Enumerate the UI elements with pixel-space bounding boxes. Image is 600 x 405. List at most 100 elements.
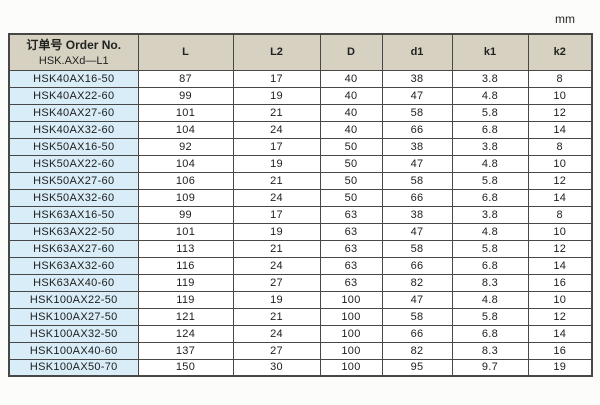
value-cell: 87 xyxy=(137,69,234,88)
value-cell: 5.8 xyxy=(451,239,529,258)
col-header-k2: k2 xyxy=(527,33,593,71)
order-no-cell: HSK40AX27-60 xyxy=(8,103,139,122)
value-cell: 3.8 xyxy=(451,69,529,88)
value-cell: 137 xyxy=(137,341,234,360)
order-col-header: 订单号 Order No. HSK.AXd—L1 xyxy=(8,33,139,71)
value-cell: 124 xyxy=(137,324,234,343)
value-cell: 82 xyxy=(381,273,453,292)
value-cell: 14 xyxy=(527,188,593,207)
table-row: HSK100AX27-50 121 21 100 58 5.8 12 xyxy=(8,307,593,326)
unit-label: mm xyxy=(555,12,575,26)
value-cell: 19 xyxy=(232,222,321,241)
value-cell: 4.8 xyxy=(451,154,529,173)
value-cell: 119 xyxy=(137,290,234,309)
col-header-D: D xyxy=(319,33,383,71)
table-row: HSK63AX40-60 119 27 63 82 8.3 16 xyxy=(8,273,593,292)
value-cell: 63 xyxy=(319,205,383,224)
value-cell: 40 xyxy=(319,86,383,105)
value-cell: 100 xyxy=(319,307,383,326)
value-cell: 24 xyxy=(232,188,321,207)
value-cell: 100 xyxy=(319,290,383,309)
value-cell: 104 xyxy=(137,120,234,139)
order-no-cell: HSK40AX22-60 xyxy=(8,86,139,105)
value-cell: 106 xyxy=(137,171,234,190)
value-cell: 109 xyxy=(137,188,234,207)
value-cell: 66 xyxy=(381,188,453,207)
value-cell: 10 xyxy=(527,222,593,241)
value-cell: 24 xyxy=(232,324,321,343)
order-no-cell: HSK100AX50-70 xyxy=(8,358,139,377)
value-cell: 9.7 xyxy=(451,358,529,377)
value-cell: 14 xyxy=(527,120,593,139)
value-cell: 66 xyxy=(381,256,453,275)
value-cell: 82 xyxy=(381,341,453,360)
value-cell: 30 xyxy=(232,358,321,377)
value-cell: 14 xyxy=(527,324,593,343)
order-no-cell: HSK63AX27-60 xyxy=(8,239,139,258)
value-cell: 104 xyxy=(137,154,234,173)
value-cell: 40 xyxy=(319,120,383,139)
order-no-cell: HSK63AX40-60 xyxy=(8,273,139,292)
value-cell: 50 xyxy=(319,171,383,190)
value-cell: 6.8 xyxy=(451,120,529,139)
order-no-cell: HSK63AX16-50 xyxy=(8,205,139,224)
value-cell: 50 xyxy=(319,188,383,207)
table-row: HSK40AX16-50 87 17 40 38 3.8 8 xyxy=(8,69,593,88)
value-cell: 12 xyxy=(527,103,593,122)
table-row: HSK40AX22-60 99 19 40 47 4.8 10 xyxy=(8,86,593,105)
order-header-code-format: HSK.AXd—L1 xyxy=(38,54,109,67)
value-cell: 58 xyxy=(381,239,453,258)
order-no-cell: HSK40AX16-50 xyxy=(8,69,139,88)
value-cell: 10 xyxy=(527,154,593,173)
col-header-L2: L2 xyxy=(232,33,321,71)
table-row: HSK100AX40-60 137 27 100 82 8.3 16 xyxy=(8,341,593,360)
value-cell: 21 xyxy=(232,307,321,326)
value-cell: 119 xyxy=(137,273,234,292)
value-cell: 12 xyxy=(527,307,593,326)
value-cell: 116 xyxy=(137,256,234,275)
value-cell: 58 xyxy=(381,103,453,122)
value-cell: 8 xyxy=(527,205,593,224)
value-cell: 40 xyxy=(319,103,383,122)
value-cell: 27 xyxy=(232,273,321,292)
table-row: HSK63AX32-60 116 24 63 66 6.8 14 xyxy=(8,256,593,275)
value-cell: 5.8 xyxy=(451,103,529,122)
value-cell: 14 xyxy=(527,256,593,275)
value-cell: 17 xyxy=(232,205,321,224)
value-cell: 6.8 xyxy=(451,256,529,275)
value-cell: 12 xyxy=(527,239,593,258)
value-cell: 101 xyxy=(137,222,234,241)
order-no-cell: HSK100AX27-50 xyxy=(8,307,139,326)
value-cell: 12 xyxy=(527,171,593,190)
table-row: HSK63AX27-60 113 21 63 58 5.8 12 xyxy=(8,239,593,258)
table-row: HSK63AX22-50 101 19 63 47 4.8 10 xyxy=(8,222,593,241)
table-row: HSK100AX50-70 150 30 100 95 9.7 19 xyxy=(8,358,593,377)
order-no-cell: HSK100AX32-50 xyxy=(8,324,139,343)
value-cell: 6.8 xyxy=(451,188,529,207)
table-row: HSK50AX22-60 104 19 50 47 4.8 10 xyxy=(8,154,593,173)
value-cell: 50 xyxy=(319,154,383,173)
value-cell: 21 xyxy=(232,239,321,258)
value-cell: 99 xyxy=(137,86,234,105)
value-cell: 16 xyxy=(527,341,593,360)
value-cell: 17 xyxy=(232,69,321,88)
table-row: HSK100AX32-50 124 24 100 66 6.8 14 xyxy=(8,324,593,343)
order-no-cell: HSK63AX32-60 xyxy=(8,256,139,275)
value-cell: 150 xyxy=(137,358,234,377)
table-row: HSK50AX32-60 109 24 50 66 6.8 14 xyxy=(8,188,593,207)
value-cell: 21 xyxy=(232,171,321,190)
table-row: HSK50AX27-60 106 21 50 58 5.8 12 xyxy=(8,171,593,190)
header-row: 订单号 Order No. HSK.AXd—L1 L L2 D d1 k1 k2 xyxy=(8,33,593,71)
order-no-cell: HSK40AX32-60 xyxy=(8,120,139,139)
value-cell: 4.8 xyxy=(451,86,529,105)
value-cell: 24 xyxy=(232,120,321,139)
value-cell: 8.3 xyxy=(451,273,529,292)
value-cell: 47 xyxy=(381,154,453,173)
value-cell: 16 xyxy=(527,273,593,292)
value-cell: 50 xyxy=(319,137,383,156)
order-no-cell: HSK50AX22-60 xyxy=(8,154,139,173)
value-cell: 100 xyxy=(319,324,383,343)
value-cell: 40 xyxy=(319,69,383,88)
value-cell: 27 xyxy=(232,341,321,360)
